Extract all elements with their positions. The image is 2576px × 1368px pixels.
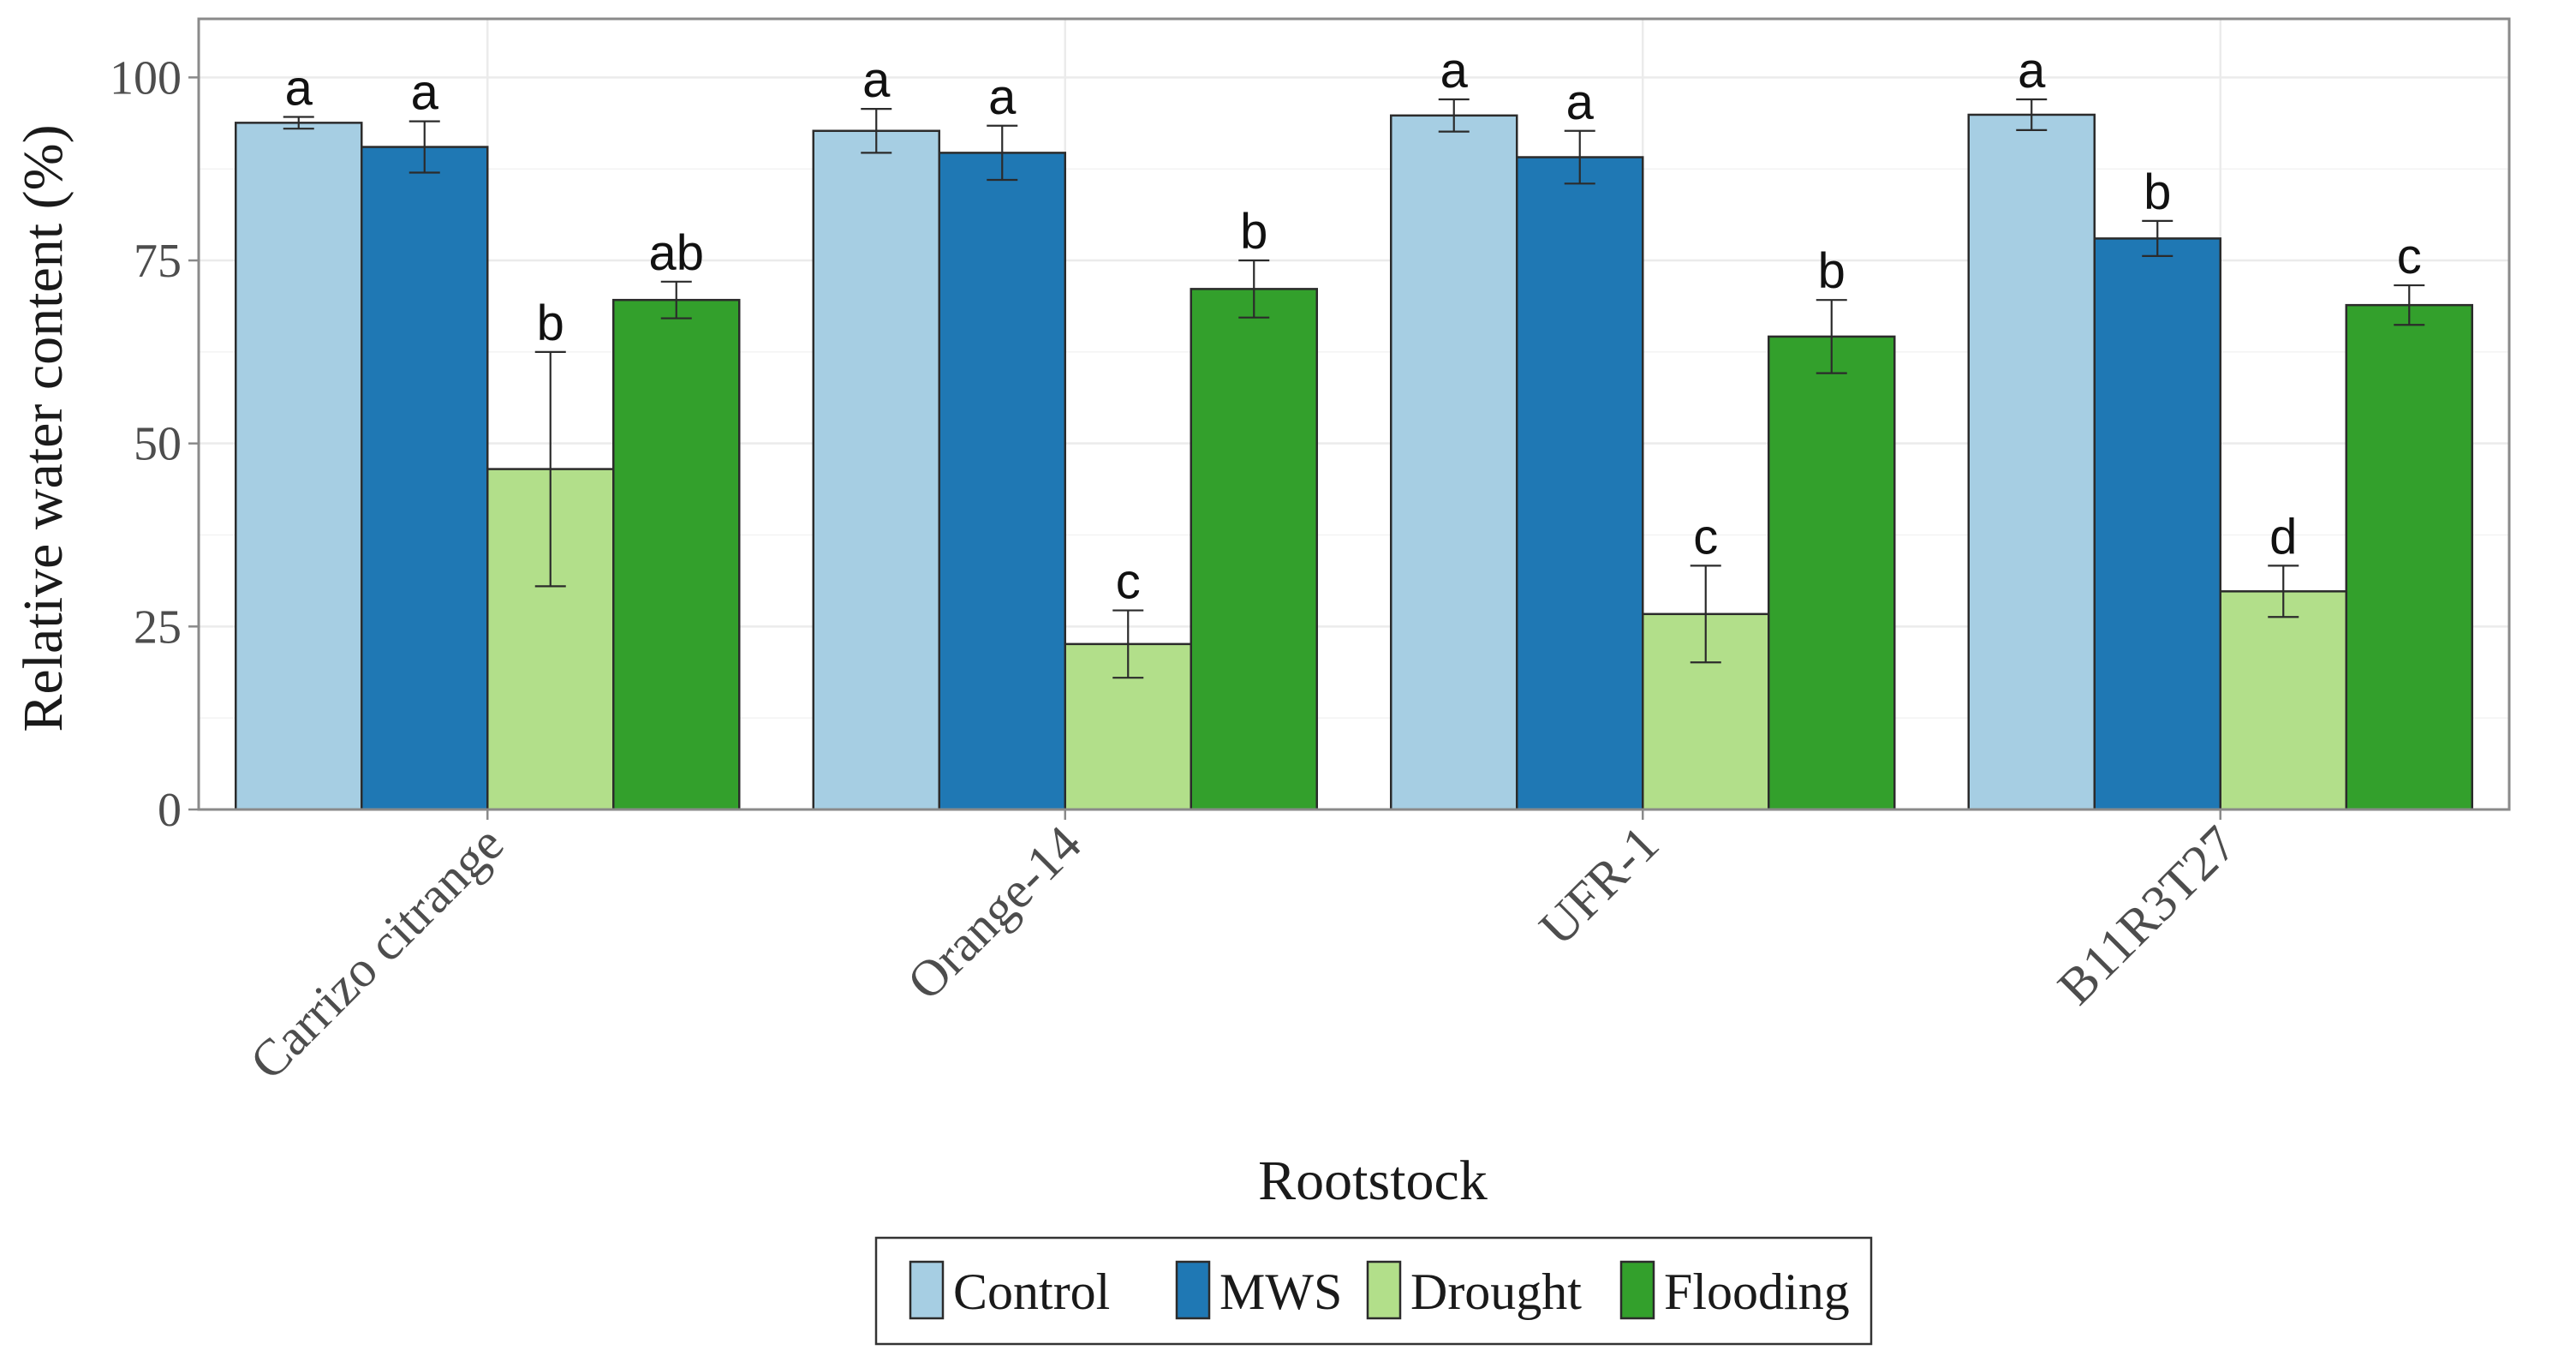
significance-letter: ab: [648, 225, 704, 281]
x-axis-title: Rootstock: [1258, 1150, 1488, 1212]
legend-key: [1366, 1260, 1402, 1320]
significance-letter: d: [2269, 509, 2297, 565]
legend-key: [909, 1260, 945, 1320]
legend-label: Flooding: [1664, 1263, 1850, 1320]
significance-letter: b: [537, 296, 564, 351]
error-bars: [283, 98, 2425, 679]
y-tick-label: 25: [134, 600, 182, 654]
significance-letter: c: [2397, 229, 2422, 284]
plot-panel-border: [197, 17, 2511, 811]
significance-letter: a: [988, 69, 1017, 125]
bar: [1967, 113, 2096, 811]
significance-letter: a: [411, 65, 439, 121]
y-tick-label: 75: [134, 235, 182, 288]
bar: [235, 122, 363, 811]
bar: [361, 146, 489, 811]
bar: [812, 129, 940, 811]
bar: [2345, 303, 2473, 811]
bar: [1390, 114, 1518, 811]
significance-letter: c: [1116, 554, 1141, 610]
significance-letter: c: [1693, 509, 1718, 565]
bar: [2093, 237, 2221, 811]
bar: [612, 298, 741, 811]
legend-key: [1619, 1260, 1655, 1320]
significance-letter: a: [1440, 43, 1469, 99]
significance-letter: a: [285, 61, 313, 116]
significance-letter: a: [1566, 75, 1595, 130]
bar: [2219, 590, 2347, 811]
legend-key: [1175, 1260, 1211, 1320]
y-tick-label: 0: [158, 784, 182, 837]
bar: [1768, 335, 1896, 811]
bar: [1516, 156, 1644, 811]
y-axis-title: Relative water content (%): [12, 124, 75, 732]
legend-label: MWS: [1219, 1263, 1342, 1320]
legend-label: Drought: [1410, 1263, 1582, 1320]
significance-letter: a: [862, 52, 891, 108]
bars: [235, 113, 2473, 811]
legend-label: Control: [953, 1263, 1110, 1320]
legend: Control MWS Drought Flooding: [874, 1236, 1873, 1346]
bar: [938, 152, 1066, 811]
bar: [1190, 288, 1318, 811]
significance-letter: a: [2018, 43, 2046, 99]
significance-letter: b: [1240, 204, 1267, 260]
significance-letter: b: [1818, 243, 1846, 299]
significance-letter: b: [2144, 164, 2171, 220]
y-tick-label: 50: [134, 418, 182, 471]
y-tick-label: 100: [110, 51, 182, 105]
